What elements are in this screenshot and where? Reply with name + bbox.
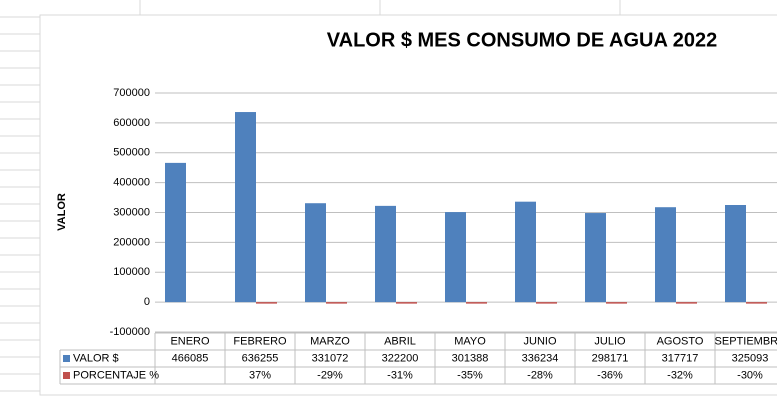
x-tick-label: JULIO xyxy=(594,335,626,347)
bar xyxy=(536,302,557,304)
legend-key xyxy=(63,355,70,362)
legend-label: VALOR $ xyxy=(73,352,119,364)
bar xyxy=(606,302,627,304)
legend-label: PORCENTAJE % xyxy=(73,369,159,381)
y-tick-label: -100000 xyxy=(110,326,150,338)
bar xyxy=(515,201,536,303)
table-cell: -29% xyxy=(317,369,343,381)
x-tick-label: SEPTIEMBRE xyxy=(715,335,777,347)
table-cell: 325093 xyxy=(732,352,769,364)
y-tick-label: 400000 xyxy=(113,177,150,189)
table-cell: 37% xyxy=(249,369,271,381)
table-cell: -28% xyxy=(527,369,553,381)
bar xyxy=(655,207,676,303)
bar xyxy=(165,162,186,303)
table-cell: -30% xyxy=(737,369,763,381)
y-tick-label: 200000 xyxy=(113,236,150,248)
bar xyxy=(305,203,326,303)
table-cell: 636255 xyxy=(242,352,279,364)
table-cell: -32% xyxy=(667,369,693,381)
bar xyxy=(235,112,256,303)
y-tick-label: 300000 xyxy=(113,206,150,218)
x-tick-label: FEBRERO xyxy=(233,335,287,347)
table-cell: -36% xyxy=(597,369,623,381)
table-cell: 331072 xyxy=(312,352,349,364)
bar xyxy=(396,302,417,304)
y-tick-label: 700000 xyxy=(113,87,150,99)
x-tick-label: MARZO xyxy=(310,335,350,347)
bar xyxy=(375,205,396,303)
bar xyxy=(746,302,767,304)
table-cell: -35% xyxy=(457,369,483,381)
table-cell: 301388 xyxy=(452,352,489,364)
legend-key xyxy=(63,372,70,379)
x-tick-label: JUNIO xyxy=(524,335,557,347)
bar xyxy=(676,302,697,304)
y-tick-label: 0 xyxy=(144,296,150,308)
y-tick-label: 500000 xyxy=(113,147,150,159)
bar xyxy=(466,302,487,304)
bar xyxy=(256,302,277,304)
x-tick-label: MAYO xyxy=(454,335,486,347)
bar xyxy=(326,302,347,304)
bar xyxy=(725,205,746,303)
bar xyxy=(585,213,606,303)
table-cell: 336234 xyxy=(522,352,559,364)
table-cell: 466085 xyxy=(172,352,209,364)
chart-title: VALOR $ MES CONSUMO DE AGUA 2022 xyxy=(327,29,717,51)
y-tick-label: 100000 xyxy=(113,266,150,278)
x-tick-label: ENERO xyxy=(170,335,210,347)
table-cell: 317717 xyxy=(662,352,699,364)
x-tick-label: AGOSTO xyxy=(657,335,704,347)
x-tick-label: ABRIL xyxy=(384,335,416,347)
bar xyxy=(445,212,466,303)
table-cell: -31% xyxy=(387,369,413,381)
table-cell: 298171 xyxy=(592,352,629,364)
table-cell: 322200 xyxy=(382,352,419,364)
y-tick-label: 600000 xyxy=(113,117,150,129)
y-axis-label: VALOR xyxy=(56,193,68,231)
